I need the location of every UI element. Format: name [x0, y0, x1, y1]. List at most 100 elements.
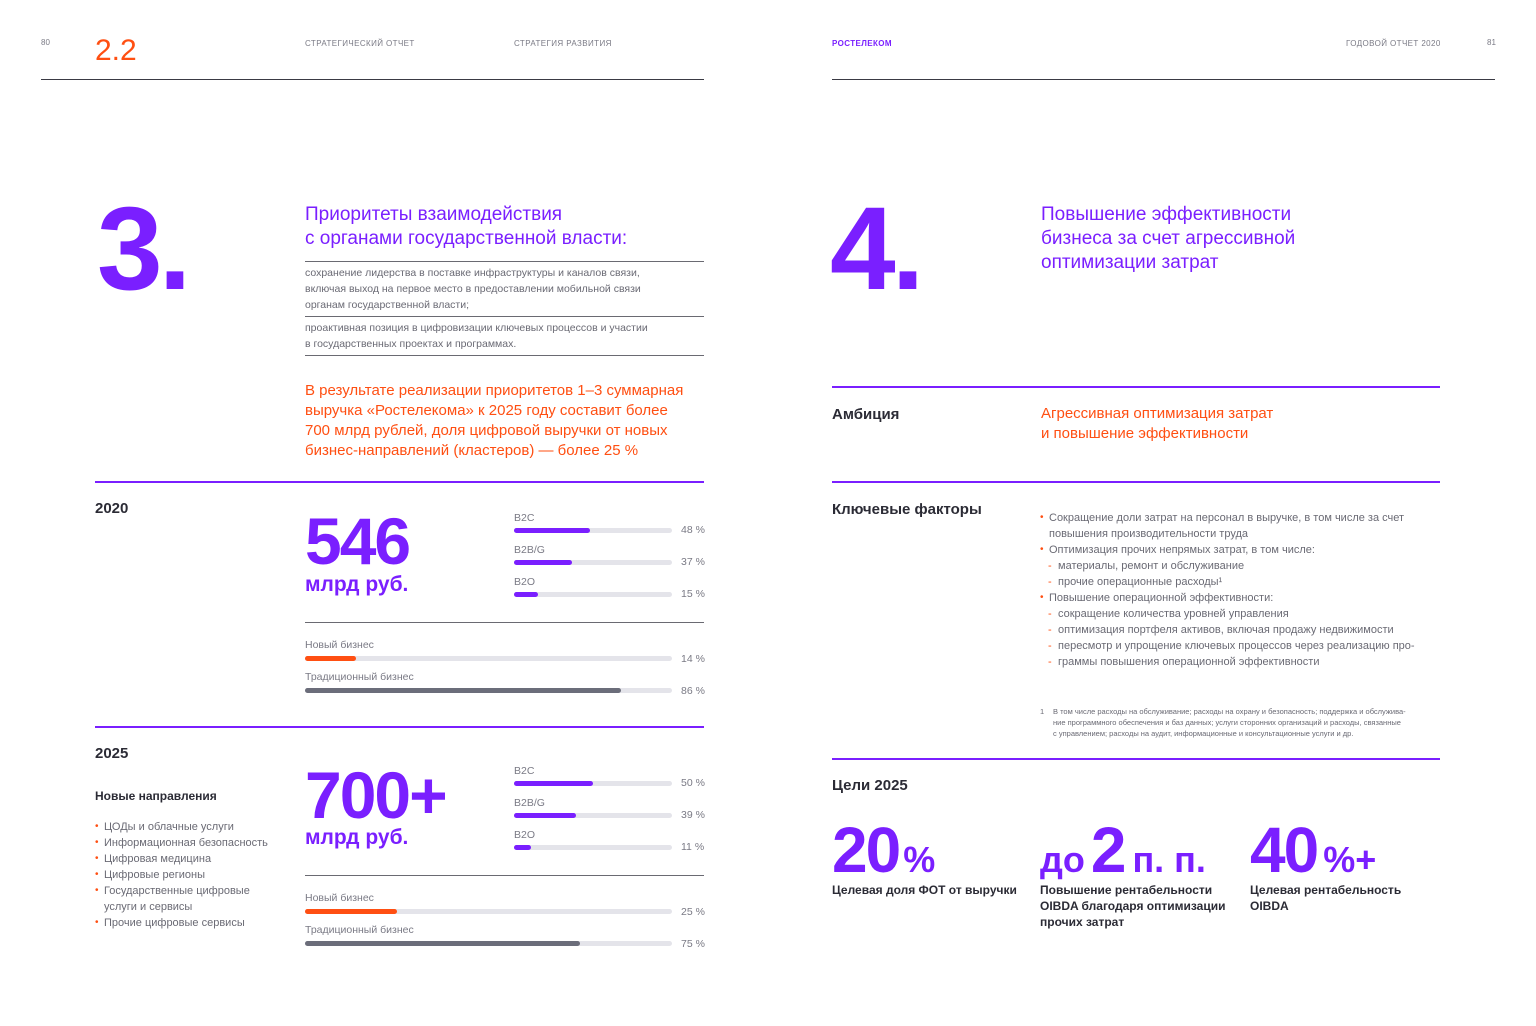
section-divider-ambition [832, 386, 1440, 388]
text-line: включая выход на первое место в предоста… [305, 283, 641, 295]
list-item: Цифровые регионы [95, 867, 268, 883]
page-number-right: 81 [1487, 38, 1496, 47]
segment-bar-track [514, 813, 672, 818]
segment-bar-fill [514, 528, 590, 533]
section-number: 2.2 [95, 34, 137, 67]
text-line: повышения производительности труда [1049, 528, 1248, 540]
priority-3-title: Приоритеты взаимодействия с органами гос… [305, 203, 627, 251]
text-line: 700 млрд рублей, доля цифровой выручки о… [305, 422, 668, 439]
text-line: проактивная позиция в цифровизации ключе… [305, 322, 648, 334]
segment-bar-track [514, 560, 672, 565]
revenue-2020-unit: млрд руб. [305, 573, 409, 596]
segment-bar-track [514, 592, 672, 597]
text-line: Агрессивная оптимизация затрат [1041, 405, 1274, 422]
priority-4-title-line: оптимизации затрат [1041, 252, 1219, 273]
business-bar-track [305, 656, 672, 661]
section-divider-factors [832, 481, 1440, 483]
text-line: OIBDA [1250, 899, 1289, 913]
factor-item: Сокращение доли затрат на персонал в выр… [1040, 510, 1440, 542]
business-percent: 25 % [681, 906, 705, 918]
priority-item-1: сохранение лидерства в поставке инфрастр… [305, 265, 641, 313]
business-bar-track [305, 688, 672, 693]
segment-bar-fill [514, 813, 576, 818]
goal-prefix: до [1040, 839, 1085, 880]
text-line: сохранение лидерства в поставке инфрастр… [305, 267, 640, 279]
revenue-2025-unit: млрд руб. [305, 826, 409, 849]
text-line: в государственных проектах и программах. [305, 338, 517, 350]
business-bar-fill [305, 688, 621, 693]
segment-bar-fill [514, 560, 573, 565]
section-divider-2025 [95, 726, 704, 728]
factor-item: Оптимизация прочих непрямых затрат, в то… [1040, 542, 1440, 558]
text-line: В том числе расходы на обслуживание; рас… [1053, 707, 1406, 716]
footnote-mark: 1 [1040, 707, 1045, 716]
factor-subitem: материалы, ремонт и обслуживание [1040, 558, 1440, 574]
priority-4-title-line: Повышение эффективности [1041, 204, 1292, 225]
factors-list: Сокращение доли затрат на персонал в выр… [1040, 510, 1440, 558]
priority-number-4: 4. [830, 183, 924, 315]
list-item: Государственные цифровые [95, 883, 268, 899]
divider [305, 316, 704, 317]
result-text: В результате реализации приоритетов 1–3 … [305, 381, 683, 461]
divider [305, 622, 704, 623]
list-item-continued: услуги и сервисы [104, 901, 193, 913]
priority-item-2: проактивная позиция в цифровизации ключе… [305, 320, 648, 352]
business-bar-fill [305, 656, 357, 661]
segment-percent: 11 % [681, 841, 705, 853]
factor-subitem: оптимизация портфеля активов, включая пр… [1040, 622, 1440, 638]
business-percent: 86 % [681, 685, 705, 697]
text-line: Целевая рентабельность [1250, 883, 1402, 897]
segment-label: B2O [514, 829, 536, 841]
divider [305, 355, 704, 356]
divider [305, 261, 704, 262]
list-item: Прочие цифровые сервисы [95, 915, 268, 931]
business-label: Новый бизнес [305, 639, 374, 651]
list-item: Цифровая медицина [95, 851, 268, 867]
priority-3-title-line: с органами государственной власти: [305, 228, 628, 249]
business-bar-track [305, 941, 672, 946]
segment-percent: 37 % [681, 556, 705, 568]
business-percent: 75 % [681, 938, 705, 950]
factors-list: Повышение операционной эффективности: [1040, 590, 1440, 606]
goal-3-caption: Целевая рентабельность OIBDA [1250, 882, 1401, 914]
text-line: прочих затрат [1040, 915, 1125, 929]
list-item: Информационная безопасность [95, 835, 268, 851]
text-line: органам государственной власти; [305, 299, 470, 311]
priority-4-title-line: бизнеса за счет агрессивной [1041, 228, 1296, 249]
page-number-left: 80 [41, 38, 50, 47]
segment-label: B2O [514, 576, 536, 588]
goals-label: Цели 2025 [832, 777, 908, 794]
business-label: Традиционный бизнес [305, 924, 414, 936]
ambition-text: Агрессивная оптимизация затрат и повышен… [1041, 404, 1273, 444]
text-line: OIBDA благодаря оптимизации [1040, 899, 1226, 913]
segment-bar-track [514, 845, 672, 850]
year-2025-label: 2025 [95, 745, 129, 762]
factor-subitem: пересмотр и упрощение ключевых процессов… [1040, 638, 1440, 654]
goal-value: 2 [1090, 814, 1127, 886]
text-line: с управлением; расходы на аудит, информа… [1053, 729, 1354, 738]
segment-percent: 39 % [681, 809, 705, 821]
text-line: бизнес-направлений (кластеров) — более 2… [305, 442, 639, 459]
business-bar-track [305, 909, 672, 914]
list-item: ЦОДы и облачные услуги [95, 819, 268, 835]
business-label: Новый бизнес [305, 892, 374, 904]
goal-1-caption: Целевая доля ФОТ от выручки [832, 882, 1017, 898]
goal-value: 20 [832, 814, 901, 886]
business-percent: 14 % [681, 653, 705, 665]
header-divider-right [832, 79, 1495, 80]
revenue-2025-value: 700+ [305, 758, 448, 832]
segment-bar-track [514, 781, 672, 786]
segment-bar-track [514, 528, 672, 533]
section-divider-2020 [95, 481, 704, 483]
factor-subitem: прочие операционные расходы¹ [1040, 574, 1440, 590]
text-line: и повышение эффективности [1041, 425, 1249, 442]
business-bar-fill [305, 909, 397, 914]
header-development-strategy: СТРАТЕГИЯ РАЗВИТИЯ [514, 39, 612, 48]
goal-suffix: п. п. [1132, 839, 1206, 880]
goal-3: 40 %+ [1250, 818, 1376, 882]
key-factors-list: Сокращение доли затрат на персонал в выр… [1040, 510, 1440, 670]
segment-percent: 50 % [681, 777, 705, 789]
section-divider-goals [832, 758, 1440, 760]
segment-bar-fill [514, 845, 532, 850]
text-line: выручка «Ростелекома» к 2025 году состав… [305, 402, 668, 419]
